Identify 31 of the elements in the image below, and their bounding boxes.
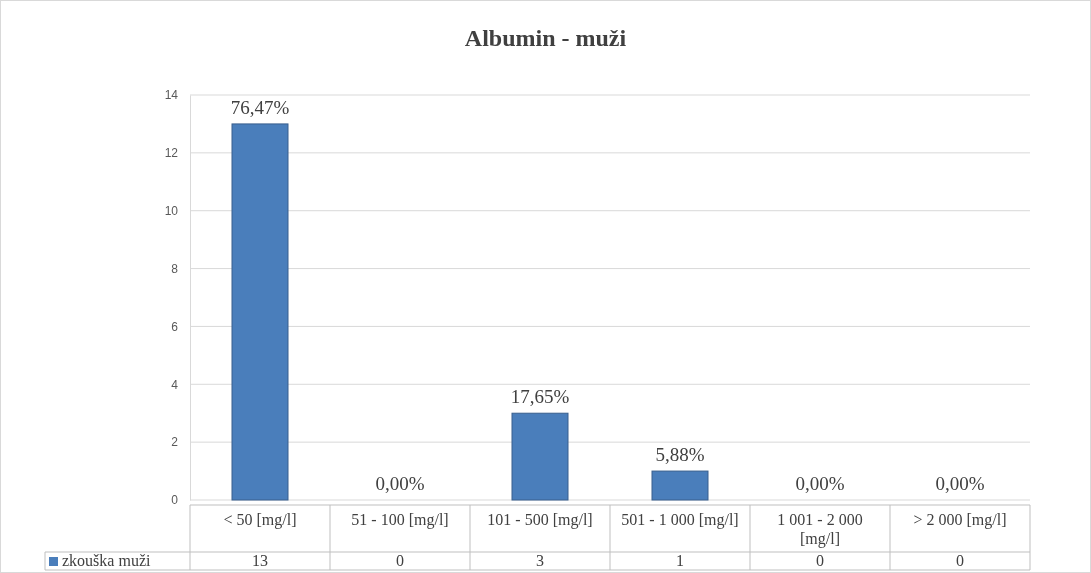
chart-title: Albumin - muži (464, 25, 627, 51)
annotation: 76,47% (230, 96, 290, 118)
data-label: 0 (956, 552, 964, 569)
annotation: 0,00% (375, 473, 425, 494)
bar (511, 412, 569, 501)
data-label: 0 (396, 552, 404, 569)
data-label: 3 (536, 552, 544, 569)
legend-label: zkouška muži (62, 552, 151, 569)
y-tick-label: 4 (171, 377, 179, 392)
data-label: 1 (676, 552, 684, 569)
x-tick-label: 101 - 500 [mg/l] (487, 511, 593, 529)
y-tick-label: 0 (171, 493, 179, 508)
y-tick-label: 14 (164, 88, 179, 103)
annotation: 5,88% (655, 444, 705, 466)
y-tick-label: 6 (171, 319, 179, 334)
x-tick-label: 501 - 1 000 [mg/l] (621, 511, 739, 529)
annotation: 0,00% (935, 473, 985, 494)
annotation: 0,00% (795, 473, 845, 494)
y-tick-label: 2 (171, 435, 179, 450)
annotation: 17,65% (510, 386, 570, 408)
y-tick-label: 10 (164, 204, 179, 219)
x-tick-label: 51 - 100 [mg/l] (351, 511, 449, 529)
y-tick-label: 8 (171, 261, 179, 276)
bar (651, 470, 709, 501)
x-tick-label: 1 001 - 2 000 [mg/l] (777, 511, 863, 548)
y-tick-label: 12 (164, 146, 179, 161)
data-label: 13 (252, 552, 268, 569)
x-tick-label: > 2 000 [mg/l] (913, 511, 1007, 529)
data-label: 0 (816, 552, 824, 569)
x-tick-label: < 50 [mg/l] (223, 511, 297, 529)
bar (231, 123, 289, 501)
